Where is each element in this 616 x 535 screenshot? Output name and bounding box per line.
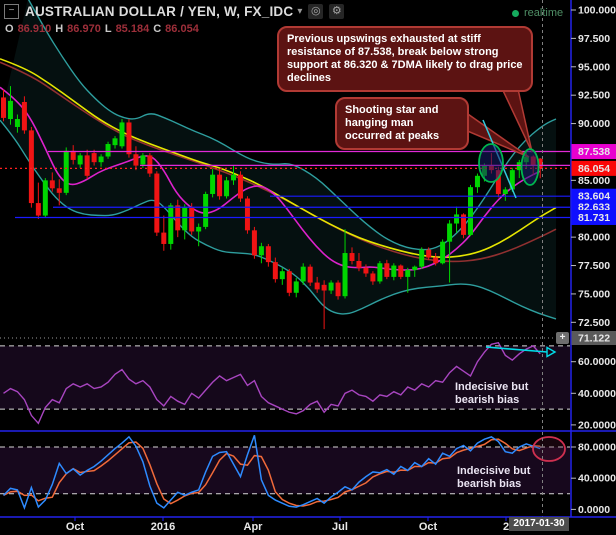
- price-tick-label: 72.500: [578, 317, 610, 329]
- collapse-legend-icon[interactable]: −: [4, 4, 19, 19]
- bollinger-fill: [0, 0, 556, 319]
- crosshair: [0, 0, 570, 517]
- rsi-band: [0, 345, 570, 410]
- time-tick-label: Oct: [66, 521, 85, 533]
- gear-icon[interactable]: ⚙: [329, 4, 345, 19]
- stoch-bias-note[interactable]: Indecisive but bearish bias: [457, 465, 531, 490]
- stoch-scale-label: 0.0000: [578, 504, 610, 516]
- rsi-scale-label: 40.0000: [578, 388, 616, 400]
- stoch-pane: [0, 435, 570, 511]
- ohlc-readout: O 86.910 H 86.970 L 85.184 C 86.054: [5, 23, 199, 35]
- price-level-chip: [571, 160, 616, 176]
- price-axis: 100.000 97.500 95.000 92.500 90.000 85.000 80.…: [0, 0, 616, 518]
- ma-magenta-7dma: [0, 86, 541, 271]
- chart-legend: − AUSTRALIAN DOLLAR / YEN, W, FX_IDC ▾ ◎…: [4, 4, 345, 19]
- high-value: 86.970: [67, 23, 101, 35]
- close-value: 86.054: [165, 23, 199, 35]
- stoch-highlight-ellipse: [532, 436, 566, 462]
- open-label: O: [5, 23, 14, 35]
- time-tick-label: Jul: [332, 521, 348, 533]
- low-value: 85.184: [115, 23, 150, 35]
- price-tick-label: 97.500: [578, 33, 610, 45]
- symbol-title[interactable]: AUSTRALIAN DOLLAR / YEN, W, FX_IDC: [25, 4, 294, 19]
- highlight-ellipse: [520, 148, 540, 186]
- open-value: 86.910: [17, 23, 52, 35]
- stoch-scale-label: 80.0000: [578, 442, 616, 454]
- high-label: H: [55, 23, 64, 35]
- price-level-chip-label: 83.604: [578, 191, 610, 203]
- crosshair-price-chip: [571, 331, 616, 345]
- time-axis: Oct 2016 Apr Jul Oct 2: [66, 517, 509, 533]
- realtime-badge: realtime: [512, 7, 563, 19]
- time-tick-label: 2016: [151, 521, 175, 533]
- low-label: L: [104, 23, 112, 35]
- callout-resistance-note[interactable]: Previous upswings exhausted at stiff res…: [277, 26, 533, 92]
- stoch-k-line: [2, 435, 541, 511]
- time-tick-label: 2: [503, 521, 509, 533]
- price-level-chip: [571, 144, 616, 160]
- price-tick-label: 90.000: [578, 118, 610, 130]
- price-tick-label: 80.000: [578, 232, 610, 244]
- time-tick-label: Apr: [244, 521, 264, 533]
- price-level-chip-label: 86.054: [578, 163, 610, 175]
- callout-candle-pattern-note[interactable]: Shooting star and hanging man occurred a…: [335, 97, 469, 150]
- price-tick-label: 75.000: [578, 288, 610, 300]
- price-tick-label: 92.500: [578, 90, 610, 102]
- price-level-chip-label: 87.538: [578, 146, 610, 158]
- rsi-arrowhead: [546, 346, 557, 358]
- price-tick-label: 95.000: [578, 61, 610, 73]
- price-tick-label: 85.000: [578, 175, 610, 187]
- rsi-bias-note[interactable]: Indecisive but bearish bias: [455, 381, 529, 406]
- crosshair-price-label: 71.122: [578, 333, 610, 345]
- stoch-scale-label: 40.0000: [578, 473, 616, 485]
- crosshair-date-label: 2017-01-30: [509, 517, 569, 531]
- candles-layer: [1, 86, 543, 330]
- price-level-chip-label: 81.731: [578, 212, 610, 224]
- price-tick-label: 100.000: [578, 5, 616, 17]
- rsi-scale-label: 20.0000: [578, 419, 616, 431]
- ma-yellow: [0, 58, 557, 259]
- realtime-dot-icon: [512, 9, 519, 17]
- price-level-chip: [571, 209, 616, 225]
- chevron-down-icon[interactable]: ▾: [297, 6, 303, 17]
- rsi-line: [3, 342, 541, 425]
- rsi-pane: [0, 342, 570, 425]
- add-order-plus-button[interactable]: +: [556, 332, 569, 344]
- main-pane: [0, 0, 557, 320]
- close-label: C: [153, 23, 162, 35]
- time-tick-label: Oct: [419, 521, 438, 533]
- rsi-scale-label: 60.0000: [578, 356, 616, 368]
- bollinger-upper: [27, 0, 557, 251]
- highlight-ellipse: [478, 143, 504, 183]
- stoch-d-line: [3, 438, 541, 507]
- price-tick-label: 77.500: [578, 260, 610, 272]
- eye-icon[interactable]: ◎: [308, 4, 324, 19]
- realtime-label: realtime: [524, 7, 564, 19]
- rsi-arrow: [485, 346, 548, 353]
